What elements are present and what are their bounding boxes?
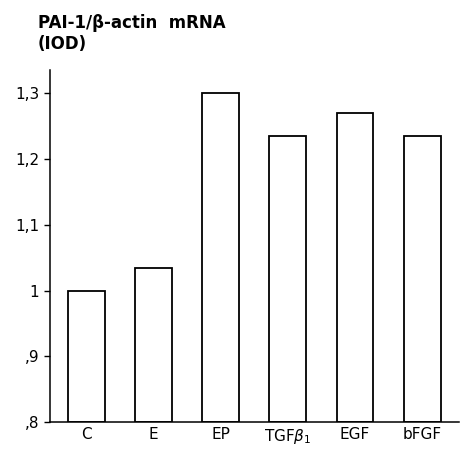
Bar [135,267,172,422]
Bar [337,113,374,422]
Bar [404,136,440,422]
Text: PAI-1/β-actin  mRNA
(IOD): PAI-1/β-actin mRNA (IOD) [38,14,226,53]
Bar [269,136,306,422]
Bar [202,93,239,422]
Bar [68,290,105,422]
